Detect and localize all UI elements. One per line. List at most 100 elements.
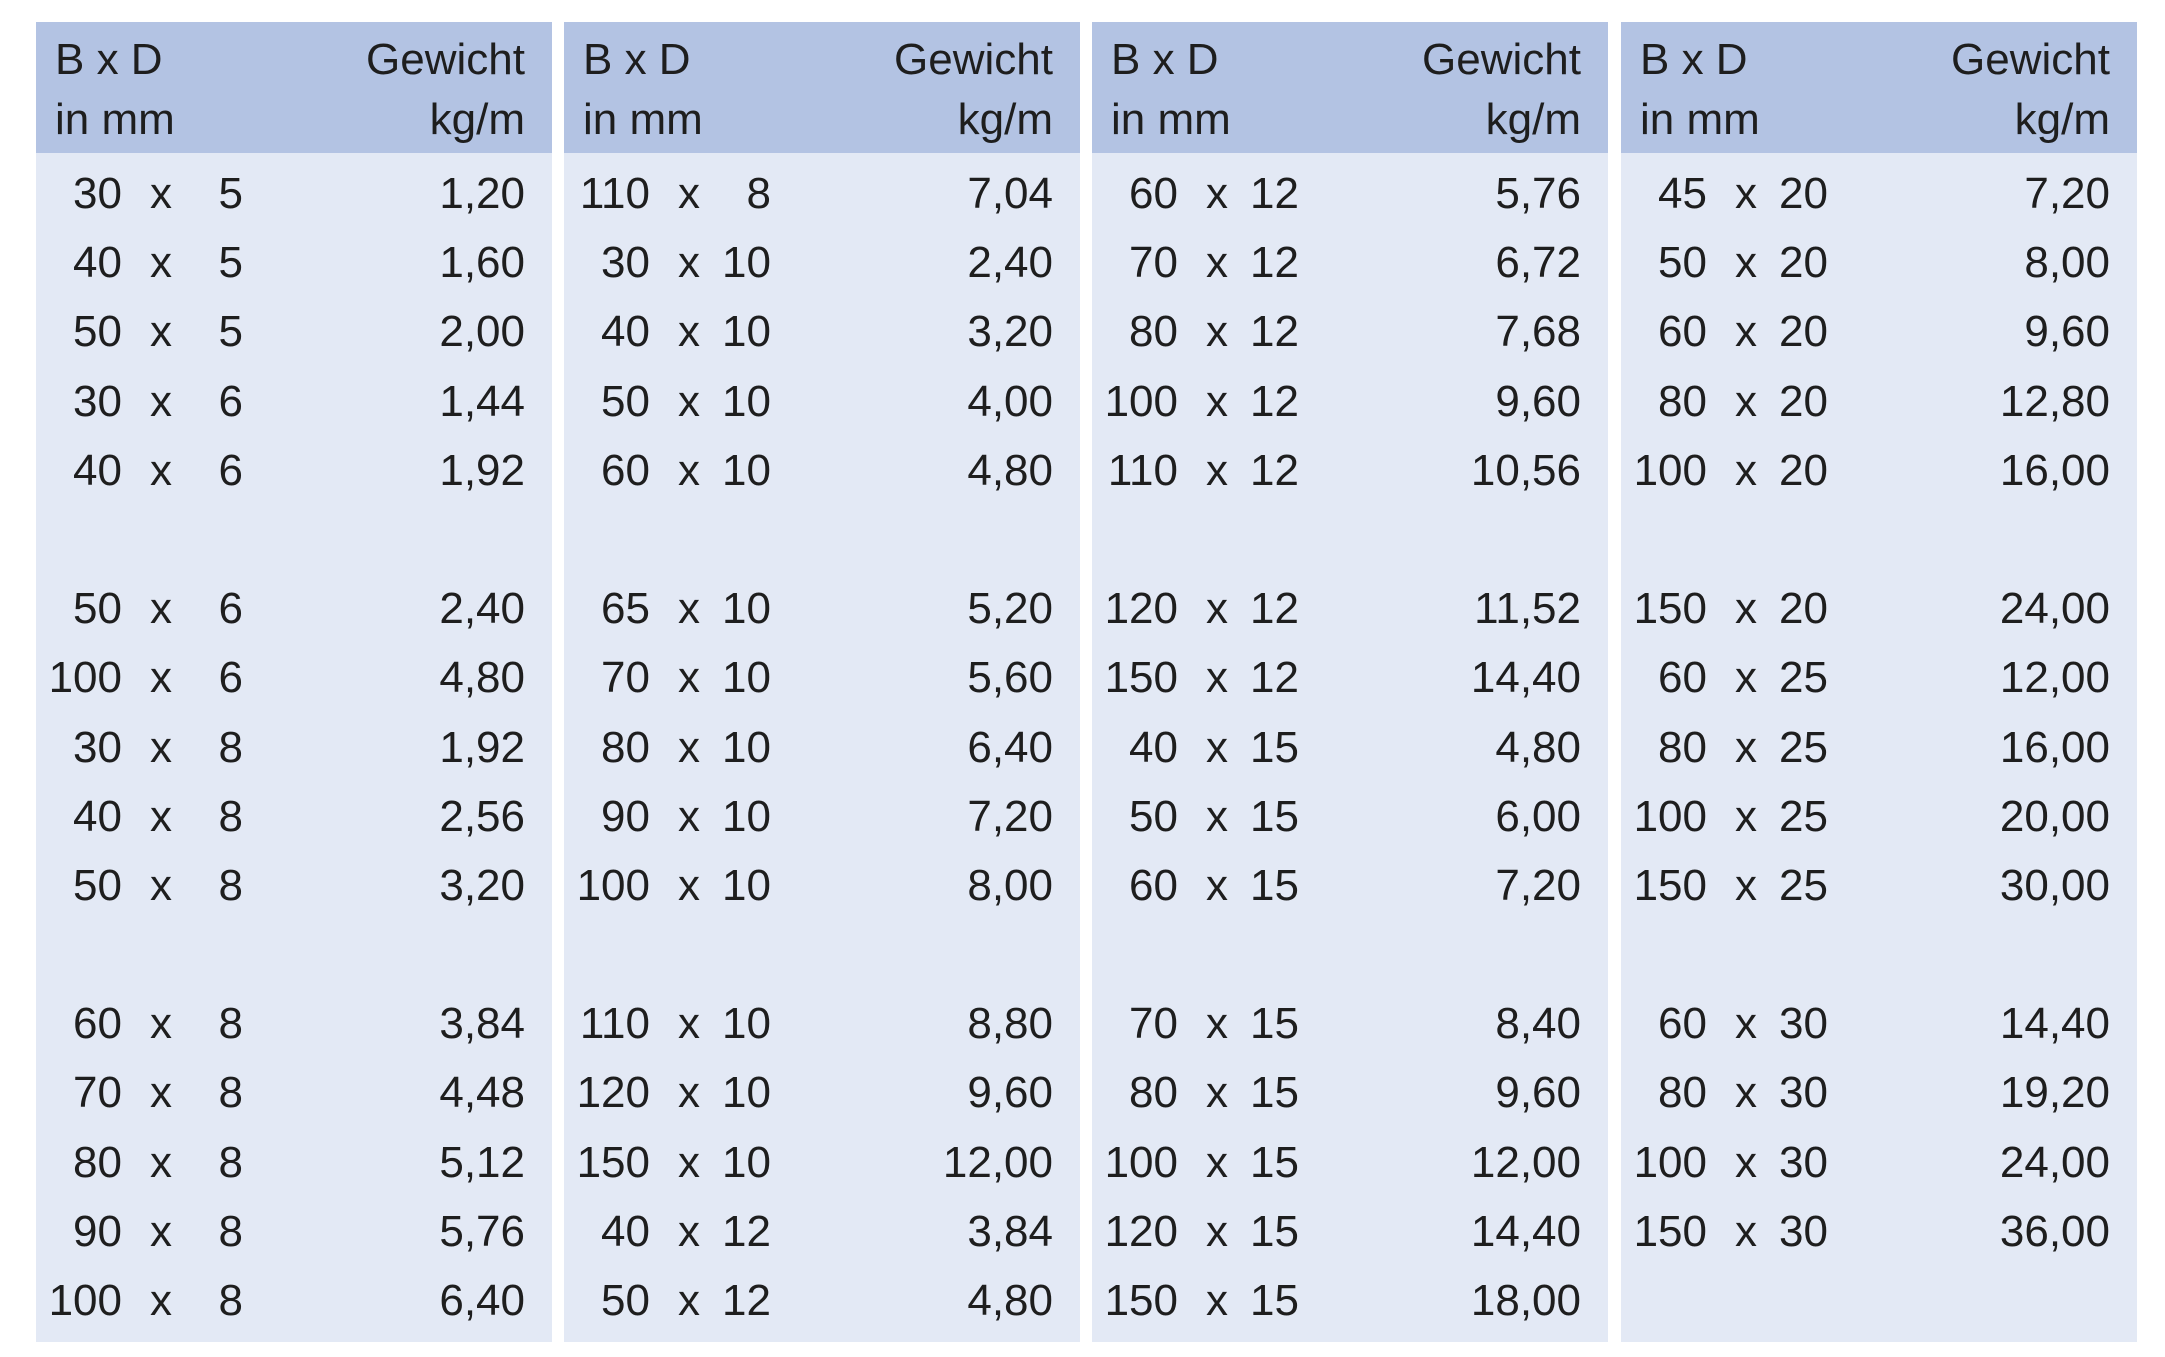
table-row: 60 x 30 14,40	[1621, 989, 2137, 1058]
table-row: 80 x 25 16,00	[1621, 713, 2137, 782]
times-sign: x	[1735, 169, 1757, 218]
width-cell: 60	[1129, 860, 1178, 910]
table-row: 40 x 15 4,80	[1092, 713, 1608, 782]
width-cell: 30	[601, 238, 650, 288]
times-sign: x	[1206, 169, 1228, 218]
table-row: 40 x 8 2,56	[36, 782, 552, 851]
weight-cell: 8,40	[1495, 999, 1581, 1049]
thickness-cell: 30	[1779, 1068, 1828, 1118]
weight-cell: 12,00	[1470, 1137, 1581, 1187]
table-row: 150 x 20 24,00	[1621, 574, 2137, 643]
table-row: 110 x 10 8,80	[564, 989, 1080, 1058]
thickness-cell: 10	[722, 584, 771, 634]
group-spacer	[36, 505, 552, 574]
weight-header: Gewicht kg/m	[1951, 30, 2110, 150]
table-row: 100 x 20 16,00	[1621, 436, 2137, 505]
table-row: 80 x 12 7,68	[1092, 297, 1608, 366]
table-row: 110 x 8 7,04	[564, 159, 1080, 228]
width-cell: 50	[1658, 238, 1707, 288]
weight-cell: 2,00	[439, 307, 525, 357]
table-row: 50 x 8 3,20	[36, 851, 552, 920]
width-cell: 90	[73, 1206, 122, 1256]
weight-header: Gewicht kg/m	[366, 30, 525, 150]
table-row: 40 x 12 3,84	[564, 1197, 1080, 1266]
table-row: 40 x 6 1,92	[36, 436, 552, 505]
table-row: 50 x 5 2,00	[36, 297, 552, 366]
table-row: 100 x 12 9,60	[1092, 367, 1608, 436]
width-cell: 80	[1129, 307, 1178, 357]
width-cell: 60	[73, 999, 122, 1049]
thickness-cell: 12	[1250, 376, 1299, 426]
thickness-cell: 10	[722, 238, 771, 288]
weight-cell: 36,00	[1999, 1206, 2110, 1256]
weight-cell: 1,20	[439, 169, 525, 218]
table-row: 60 x 12 5,76	[1092, 159, 1608, 228]
table-row: 100 x 8 6,40	[36, 1266, 552, 1335]
width-cell: 30	[73, 376, 122, 426]
group-spacer	[564, 920, 1080, 989]
thickness-cell: 10	[722, 860, 771, 910]
width-cell: 60	[1658, 653, 1707, 703]
thickness-cell: 12	[1250, 307, 1299, 357]
thickness-cell: 8	[218, 860, 243, 910]
weight-cell: 14,40	[1470, 653, 1581, 703]
weight-cell: 24,00	[1999, 1137, 2110, 1187]
width-cell: 120	[576, 1068, 650, 1118]
weight-cell: 7,04	[967, 169, 1053, 218]
weight-cell: 3,20	[439, 860, 525, 910]
weight-header-line1: Gewicht	[1422, 35, 1581, 84]
weight-cell: 6,72	[1495, 238, 1581, 288]
dimension-header-line2: in mm	[583, 95, 703, 144]
times-sign: x	[150, 584, 172, 634]
weight-cell: 2,40	[967, 238, 1053, 288]
table-row: 70 x 10 5,60	[564, 643, 1080, 712]
width-cell: 100	[1104, 376, 1178, 426]
width-cell: 100	[576, 860, 650, 910]
times-sign: x	[678, 445, 700, 495]
width-cell: 100	[1633, 445, 1707, 495]
thickness-cell: 15	[1250, 722, 1299, 772]
width-cell: 40	[73, 791, 122, 841]
width-cell: 40	[601, 1206, 650, 1256]
thickness-cell: 25	[1779, 722, 1828, 772]
times-sign: x	[150, 169, 172, 218]
table-row: 30 x 5 1,20	[36, 159, 552, 228]
thickness-cell: 10	[722, 791, 771, 841]
weight-cell: 9,60	[967, 1068, 1053, 1118]
dimension-header: B x D in mm	[55, 30, 175, 150]
thickness-cell: 10	[722, 376, 771, 426]
width-cell: 80	[1658, 376, 1707, 426]
column-header: B x D in mm Gewicht kg/m	[1621, 22, 2137, 153]
times-sign: x	[678, 169, 700, 218]
table-row: 30 x 8 1,92	[36, 713, 552, 782]
width-cell: 50	[73, 584, 122, 634]
table-row: 90 x 10 7,20	[564, 782, 1080, 851]
times-sign: x	[1735, 445, 1757, 495]
thickness-cell: 8	[218, 722, 243, 772]
thickness-cell: 20	[1779, 584, 1828, 634]
group-spacer	[564, 505, 1080, 574]
times-sign: x	[150, 238, 172, 288]
thickness-cell: 8	[218, 1137, 243, 1187]
weight-cell: 2,40	[439, 584, 525, 634]
weight-cell: 20,00	[1999, 791, 2110, 841]
weight-cell: 5,20	[967, 584, 1053, 634]
weight-cell: 16,00	[1999, 722, 2110, 772]
width-cell: 30	[73, 722, 122, 772]
table-row: 50 x 12 4,80	[564, 1266, 1080, 1335]
weight-cell: 8,00	[967, 860, 1053, 910]
column-body: 45 x 20 7,20 50 x 20 8,00 60 x 20 9,60 80 x 20 12,80 100…	[1621, 153, 2137, 1266]
table-row: 60 x 20 9,60	[1621, 297, 2137, 366]
width-cell: 50	[73, 307, 122, 357]
times-sign: x	[1206, 1137, 1228, 1187]
table-column-4: B x D in mm Gewicht kg/m 45 x 20 7,20 50 x 20 8,0…	[1621, 22, 2137, 1342]
weight-cell: 30,00	[1999, 860, 2110, 910]
table-row: 150 x 15 18,00	[1092, 1266, 1608, 1335]
dimension-header-line2: in mm	[1111, 95, 1231, 144]
times-sign: x	[678, 1206, 700, 1256]
weight-cell: 5,60	[967, 653, 1053, 703]
thickness-cell: 8	[218, 1276, 243, 1325]
thickness-cell: 8	[218, 791, 243, 841]
weight-cell: 9,60	[1495, 1068, 1581, 1118]
